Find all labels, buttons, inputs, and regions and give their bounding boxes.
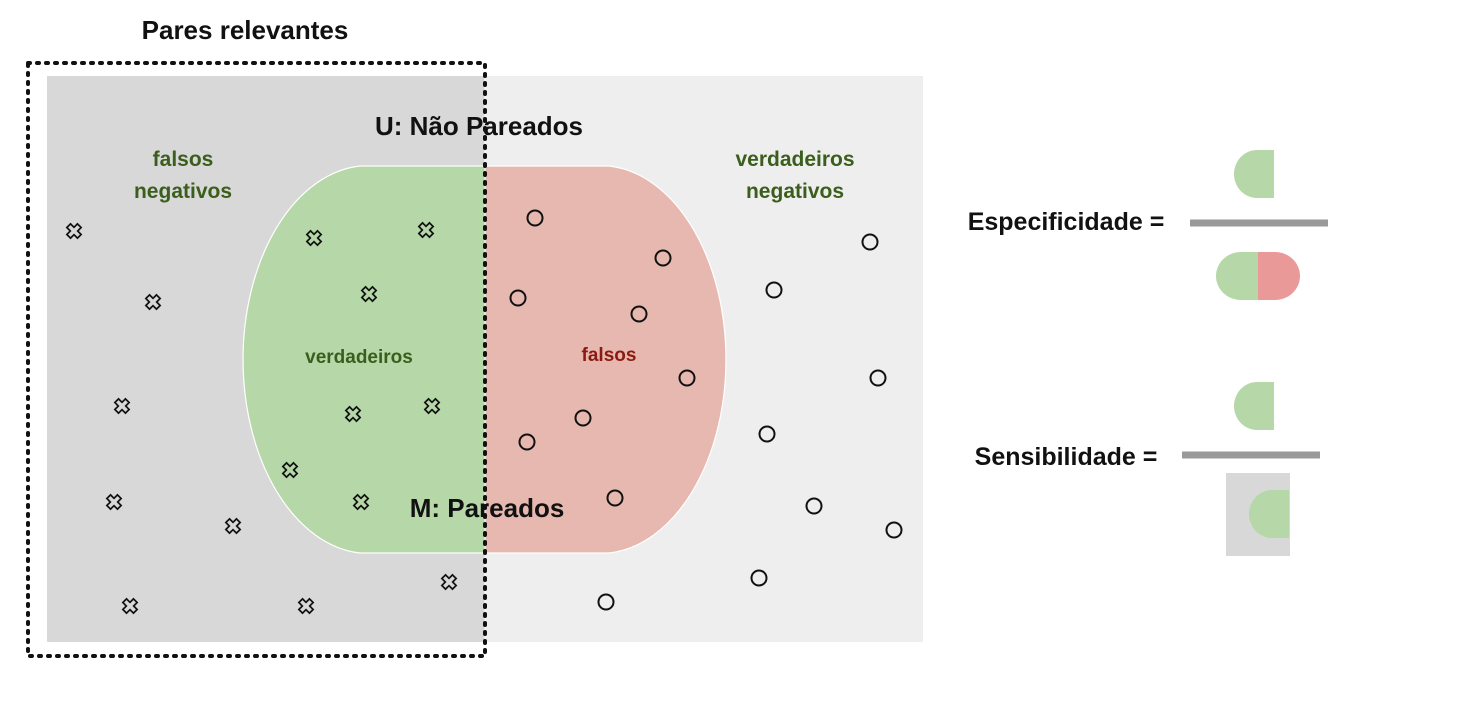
matched-label: M: Pareados [410,493,565,523]
false-negatives-label-line1: falsos [153,148,214,171]
true-positive-half-icon [1234,150,1274,198]
circle-icon [805,497,823,515]
true-positive-half-icon [1234,382,1274,430]
true-positives-label: verdadeiros [305,347,413,368]
cross-icon [423,397,441,415]
cross-icon [144,293,162,311]
sensitivity-label: Sensibilidade = [975,443,1158,471]
cross-icon [65,222,83,240]
circle-icon [606,489,624,507]
circle-icon [654,249,672,267]
false-positives-label: falsos [582,345,637,366]
false-positive-half-icon [1258,252,1300,300]
cross-icon [121,597,139,615]
circle-icon [526,209,544,227]
circle-icon [750,569,768,587]
relevant-pairs-box [26,61,487,658]
circle-icon [758,425,776,443]
circle-icon [597,593,615,611]
false-negatives-label-line2: negativos [134,180,232,203]
true-negatives-label-line1: verdadeiros [735,148,854,171]
specificity-formula: Especificidade = [968,150,1328,300]
sensitivity-formula: Sensibilidade = [975,382,1320,556]
cross-icon [417,221,435,239]
cross-icon [360,285,378,303]
matched-outline [242,165,727,554]
true-negatives-label-line2: negativos [746,180,844,203]
cross-icon [224,517,242,535]
cross-icon [305,229,323,247]
unmatched-label: U: Não Pareados [375,111,583,141]
cross-icon [297,597,315,615]
circle-icon [765,281,783,299]
cross-icon [352,493,370,511]
cross-icon [440,573,458,591]
circle-icon [574,409,592,427]
marker-layer [65,209,903,615]
diagram-title: Pares relevantes [142,15,349,45]
true-positives-region [243,166,485,553]
true-positive-half-icon [1249,490,1289,538]
circle-icon [518,433,536,451]
circle-icon [861,233,879,251]
true-positive-half-icon [1216,252,1258,300]
circle-icon [630,305,648,323]
cross-icon [113,397,131,415]
false-positives-region [485,166,726,553]
circle-icon [885,521,903,539]
cross-icon [105,493,123,511]
circle-icon [678,369,696,387]
cross-icon [281,461,299,479]
cross-icon [344,405,362,423]
circle-icon [869,369,887,387]
specificity-label: Especificidade = [968,208,1165,236]
circle-icon [509,289,527,307]
